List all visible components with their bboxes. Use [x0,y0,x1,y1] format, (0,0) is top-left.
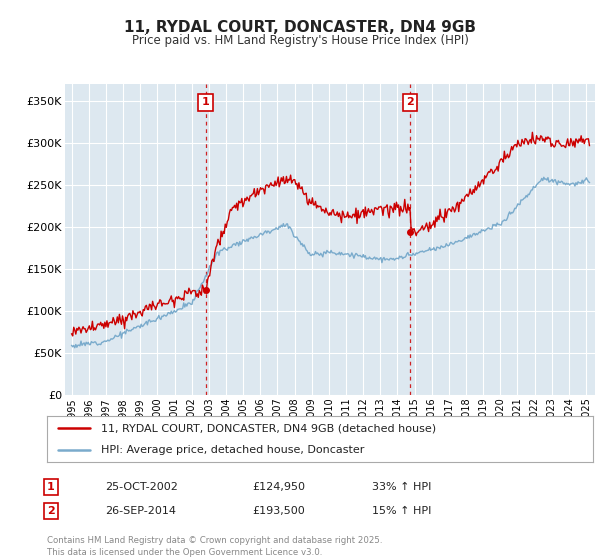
Text: 25-OCT-2002: 25-OCT-2002 [105,482,178,492]
Text: £193,500: £193,500 [252,506,305,516]
Text: 15% ↑ HPI: 15% ↑ HPI [372,506,431,516]
Text: 26-SEP-2014: 26-SEP-2014 [105,506,176,516]
Text: 2: 2 [406,97,414,108]
Text: Contains HM Land Registry data © Crown copyright and database right 2025.
This d: Contains HM Land Registry data © Crown c… [47,536,382,557]
Text: 11, RYDAL COURT, DONCASTER, DN4 9GB (detached house): 11, RYDAL COURT, DONCASTER, DN4 9GB (det… [101,423,437,433]
Text: £124,950: £124,950 [252,482,305,492]
Text: 33% ↑ HPI: 33% ↑ HPI [372,482,431,492]
Text: 11, RYDAL COURT, DONCASTER, DN4 9GB: 11, RYDAL COURT, DONCASTER, DN4 9GB [124,20,476,35]
Text: Price paid vs. HM Land Registry's House Price Index (HPI): Price paid vs. HM Land Registry's House … [131,34,469,46]
Text: 1: 1 [202,97,209,108]
Text: 1: 1 [47,482,55,492]
Text: HPI: Average price, detached house, Doncaster: HPI: Average price, detached house, Donc… [101,445,365,455]
Text: 2: 2 [47,506,55,516]
